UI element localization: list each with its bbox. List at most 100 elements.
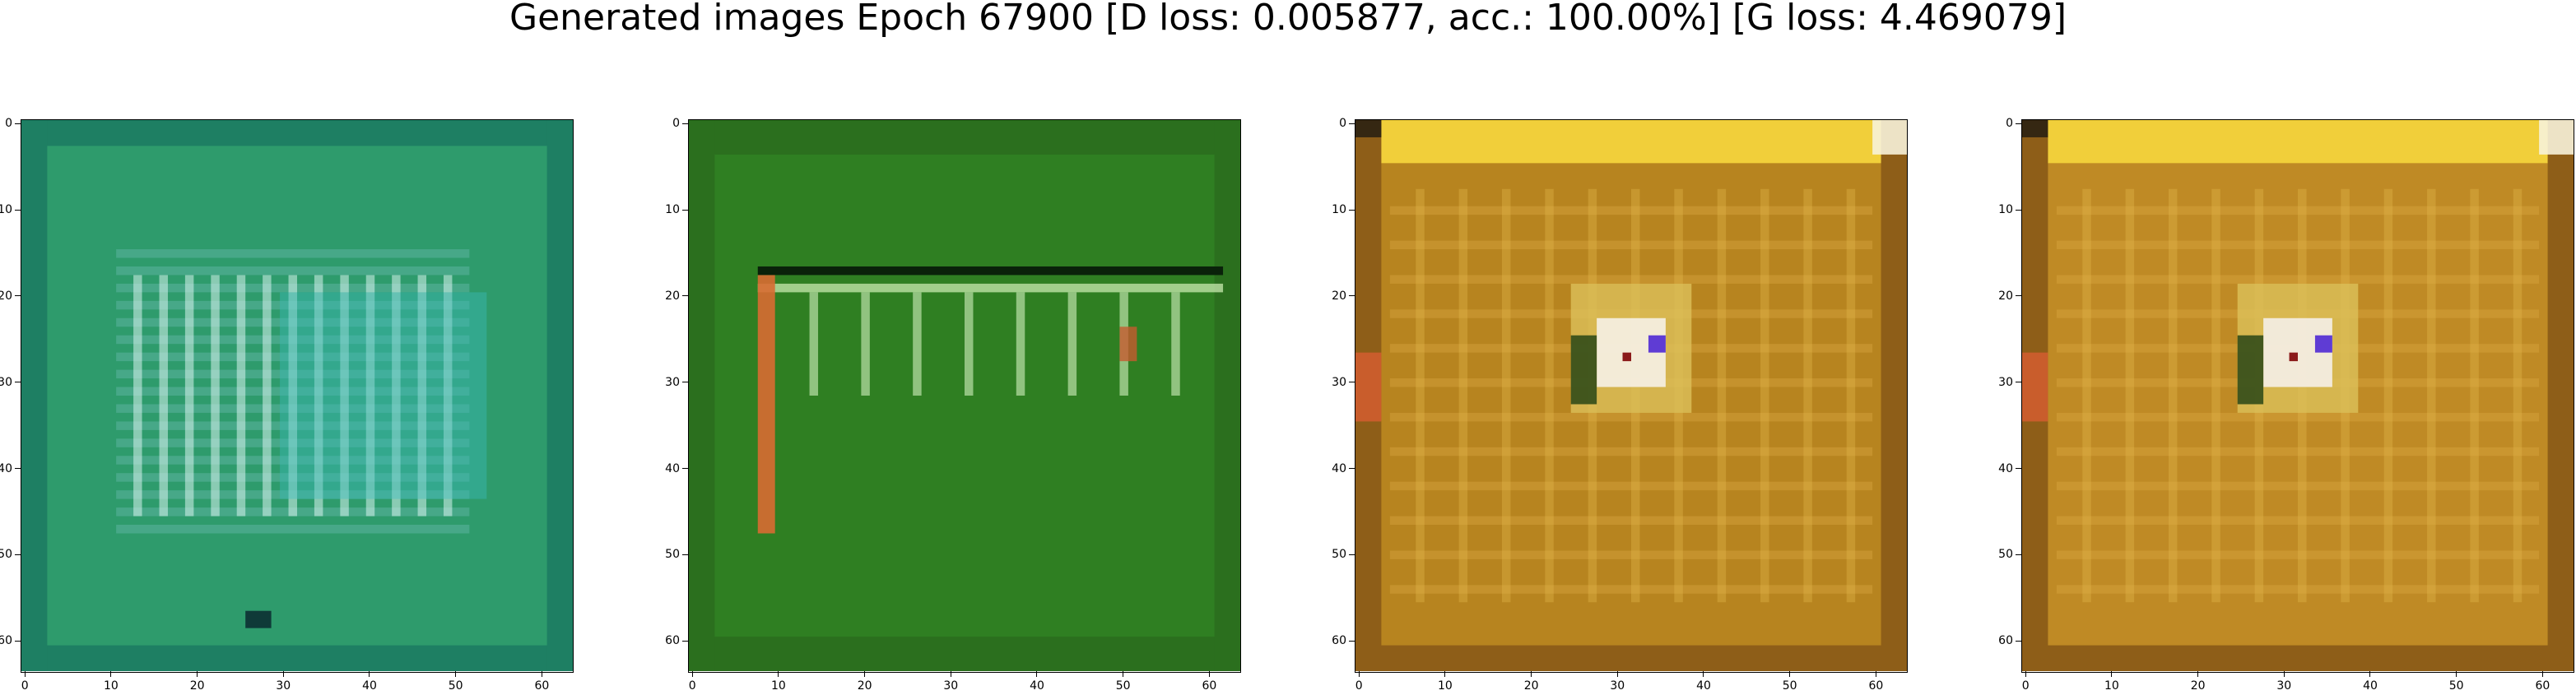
x-tick-mark xyxy=(2369,671,2371,677)
y-tick-label: 40 xyxy=(665,461,680,475)
x-tick-label: 0 xyxy=(2021,679,2030,693)
x-tick-label: 40 xyxy=(1030,679,1044,693)
light-band xyxy=(757,283,1224,293)
corner-dark xyxy=(2022,120,2048,137)
x-tick-label: 50 xyxy=(1782,679,1797,693)
x-tick-mark xyxy=(1036,671,1038,677)
x-tick-mark xyxy=(282,671,284,677)
vertical-texture xyxy=(1717,188,1727,603)
vertical-strokes xyxy=(288,275,297,517)
vertical-strokes xyxy=(443,275,453,517)
line-pattern xyxy=(116,266,470,276)
vertical-strokes xyxy=(314,275,323,517)
vertical-highlight xyxy=(1016,292,1025,396)
vertical-texture xyxy=(2168,188,2178,603)
x-tick-mark xyxy=(2197,671,2199,677)
x-tick-label: 20 xyxy=(857,679,872,693)
horizontal-texture xyxy=(2056,481,2540,491)
vertical-strokes xyxy=(236,275,246,517)
x-tick-label: 0 xyxy=(1355,679,1363,693)
vertical-texture xyxy=(2427,188,2436,603)
x-tick-label: 60 xyxy=(1202,679,1217,693)
y-tick-label: 60 xyxy=(1998,634,2013,648)
vertical-strokes xyxy=(184,275,194,517)
corner-dark xyxy=(1355,120,1382,137)
x-tick-label: 10 xyxy=(104,679,119,693)
x-tick-label: 20 xyxy=(1523,679,1539,693)
y-tick-mark xyxy=(1349,209,1355,211)
x-tick-mark xyxy=(691,671,693,677)
y-tick-mark xyxy=(15,123,21,124)
y-tick-label: 20 xyxy=(0,289,12,303)
y-tick-label: 50 xyxy=(0,548,12,562)
y-tick-label: 40 xyxy=(1998,461,2013,475)
y-tick-mark xyxy=(2016,468,2021,470)
figure-title: Generated images Epoch 67900 [D loss: 0.… xyxy=(509,0,2067,39)
y-tick-label: 40 xyxy=(1332,461,1346,475)
horizontal-texture xyxy=(1389,516,1873,526)
vertical-strokes xyxy=(392,275,401,517)
panel-2: 0 10 20 30 40 50 60 0 10 20 30 40 50 60 xyxy=(642,0,1267,695)
horizontal-texture xyxy=(1389,240,1873,250)
y-tick-mark xyxy=(1349,468,1355,470)
y-tick-mark xyxy=(15,554,21,555)
y-tick-label: 10 xyxy=(0,203,12,217)
x-tick-mark xyxy=(2283,671,2285,677)
vertical-texture xyxy=(1545,188,1554,603)
vertical-strokes xyxy=(133,275,142,517)
horizontal-texture xyxy=(1389,206,1873,215)
x-tick-label: 30 xyxy=(943,679,959,693)
x-tick-mark xyxy=(110,671,112,677)
bottom-edge xyxy=(1355,645,1907,671)
y-tick-mark xyxy=(682,554,688,555)
left-dark-accent xyxy=(2237,335,2264,405)
horizontal-texture xyxy=(2056,550,2540,559)
x-tick-label: 30 xyxy=(2276,679,2292,693)
y-tick-label: 20 xyxy=(665,289,680,303)
x-tick-mark xyxy=(1531,671,1532,677)
y-tick-mark xyxy=(1349,295,1355,297)
x-tick-label: 60 xyxy=(534,679,550,693)
y-tick-mark xyxy=(682,640,688,642)
panel-4: 0 10 20 30 40 50 60 0 10 20 30 40 50 60 xyxy=(1975,0,2576,695)
horizontal-texture xyxy=(1389,412,1873,422)
vertical-highlight xyxy=(1171,292,1180,396)
horizontal-texture xyxy=(2056,516,2540,526)
vertical-highlight xyxy=(809,292,819,396)
y-tick-mark xyxy=(15,640,21,642)
y-tick-mark xyxy=(682,295,688,297)
x-tick-mark xyxy=(1616,671,1618,677)
x-tick-mark xyxy=(1444,671,1446,677)
panel-3: 0 10 20 30 40 50 60 0 10 20 30 40 50 60 xyxy=(1309,0,1934,695)
y-tick-mark xyxy=(2016,640,2021,642)
y-tick-label: 40 xyxy=(0,461,12,475)
x-tick-label: 60 xyxy=(1868,679,1884,693)
right-edge xyxy=(2547,120,2574,671)
y-tick-label: 30 xyxy=(0,375,12,389)
horizontal-texture xyxy=(2056,275,2540,284)
vertical-texture xyxy=(2470,188,2479,603)
horizontal-texture xyxy=(1389,447,1873,456)
left-red-accent xyxy=(2022,352,2048,422)
vertical-texture xyxy=(2125,188,2135,603)
y-tick-label: 10 xyxy=(1332,203,1346,217)
frame-bottom xyxy=(689,637,1240,671)
x-tick-mark xyxy=(778,671,779,677)
x-tick-label: 20 xyxy=(189,679,205,693)
horizontal-texture xyxy=(2056,412,2540,422)
vertical-strokes xyxy=(417,275,427,517)
x-tick-label: 50 xyxy=(448,679,463,693)
y-tick-label: 10 xyxy=(1998,203,2013,217)
x-tick-mark xyxy=(1208,671,1210,677)
x-tick-label: 40 xyxy=(2363,679,2378,693)
generated-image-1 xyxy=(21,120,573,671)
x-tick-mark xyxy=(2025,671,2026,677)
x-tick-label: 30 xyxy=(1610,679,1625,693)
vertical-texture xyxy=(2513,188,2523,603)
center-red-pixel xyxy=(1622,352,1631,362)
generated-image-4 xyxy=(2022,120,2574,671)
center-purple-pixel xyxy=(1648,335,1666,353)
x-tick-label: 10 xyxy=(771,679,786,693)
y-tick-mark xyxy=(2016,554,2021,555)
horizontal-texture xyxy=(2056,585,2540,594)
